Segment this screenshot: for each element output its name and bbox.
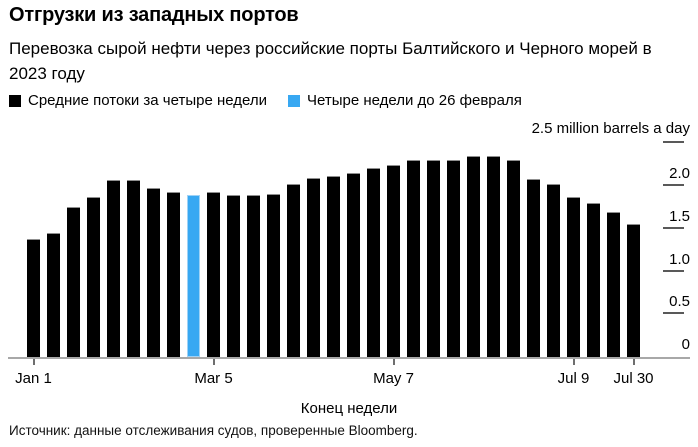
y-tick-1	[663, 269, 684, 272]
bar-mar-19	[247, 195, 260, 357]
bar-jan-1	[27, 239, 40, 357]
x-tick-label-jul-30: Jul 30	[613, 370, 654, 387]
source-note: Источник: данные отслеживания судов, про…	[9, 423, 418, 438]
bar-jun-11	[487, 156, 500, 357]
bar-apr-23	[347, 173, 360, 357]
bar-jan-29	[107, 180, 120, 357]
x-axis-line	[8, 357, 690, 359]
bar-apr-30	[367, 168, 380, 357]
bar-may-21	[427, 160, 440, 357]
bar-jul-23	[607, 211, 620, 357]
y-tick-2.5	[663, 141, 684, 144]
x-tick-label-jul-9: Jul 9	[557, 370, 590, 387]
bar-mar-26	[267, 193, 280, 357]
bar-jan-8	[47, 233, 60, 357]
chart-subtitle: Перевозка сырой нефти через российские п…	[9, 39, 652, 83]
bar-jul-2	[547, 184, 560, 357]
bar-mar-12	[227, 195, 240, 357]
page-title: Отгрузки из западных портов	[9, 4, 299, 26]
x-tick-label-mar-5: Mar 5	[194, 370, 233, 387]
y-tick-0.5	[663, 312, 684, 315]
x-tick-mar-5	[212, 359, 215, 365]
y-tick-1.5	[663, 226, 684, 229]
bar-feb-26	[187, 195, 200, 357]
bar-jun-4	[467, 156, 480, 357]
bar-jan-15	[67, 207, 80, 357]
x-tick-jul-9	[572, 359, 575, 365]
y-tick-label-0.5: 0.5	[669, 293, 690, 311]
bar-may-14	[407, 160, 420, 357]
bar-jul-9	[567, 197, 580, 357]
x-tick-jan-1	[32, 359, 35, 365]
bar-mar-5	[207, 191, 220, 357]
legend-label-average-flows: Средние потоки за четыре недели	[28, 92, 267, 109]
legend-swatch-blue	[287, 94, 300, 107]
y-axis-unit-label: 2.5 million barrels a day	[531, 120, 690, 137]
legend-label-highlight-week: Четыре недели до 26 февраля	[306, 92, 522, 109]
bar-jun-18	[507, 160, 520, 357]
bar-jul-16	[587, 203, 600, 357]
legend-item-average-flows: Средние потоки за четыре недели	[9, 92, 267, 109]
y-tick-2	[663, 184, 684, 186]
bar-apr-16	[327, 175, 340, 357]
y-tick-label-2.0: 2.0	[669, 165, 690, 182]
y-tick-label-1.0: 1.0	[669, 250, 690, 268]
x-tick-label-jan-1: Jan 1	[15, 370, 52, 387]
bar-may-28	[447, 160, 460, 357]
bar-may-7	[387, 164, 400, 357]
bar-apr-2	[287, 184, 300, 357]
chart-legend: Средние потоки за четыре недели Четыре н…	[9, 92, 522, 109]
bar-jun-25	[527, 179, 540, 357]
bar-jan-22	[87, 197, 100, 357]
x-tick-label-may-7: May 7	[373, 370, 414, 387]
x-tick-may-7	[392, 359, 395, 365]
bar-apr-9	[307, 178, 320, 357]
x-tick-jul-30	[632, 359, 635, 365]
bar-feb-5	[127, 180, 140, 357]
bar-jul-30	[627, 224, 640, 357]
legend-swatch-black	[9, 94, 21, 107]
y-tick-label-0: 0	[681, 336, 690, 353]
bar-feb-12	[147, 187, 160, 357]
legend-item-highlight-week: Четыре недели до 26 февраля	[287, 92, 522, 109]
x-axis-title: Конец недели	[300, 400, 398, 417]
y-tick-label-1.5: 1.5	[669, 207, 690, 225]
bar-feb-19	[167, 191, 180, 357]
